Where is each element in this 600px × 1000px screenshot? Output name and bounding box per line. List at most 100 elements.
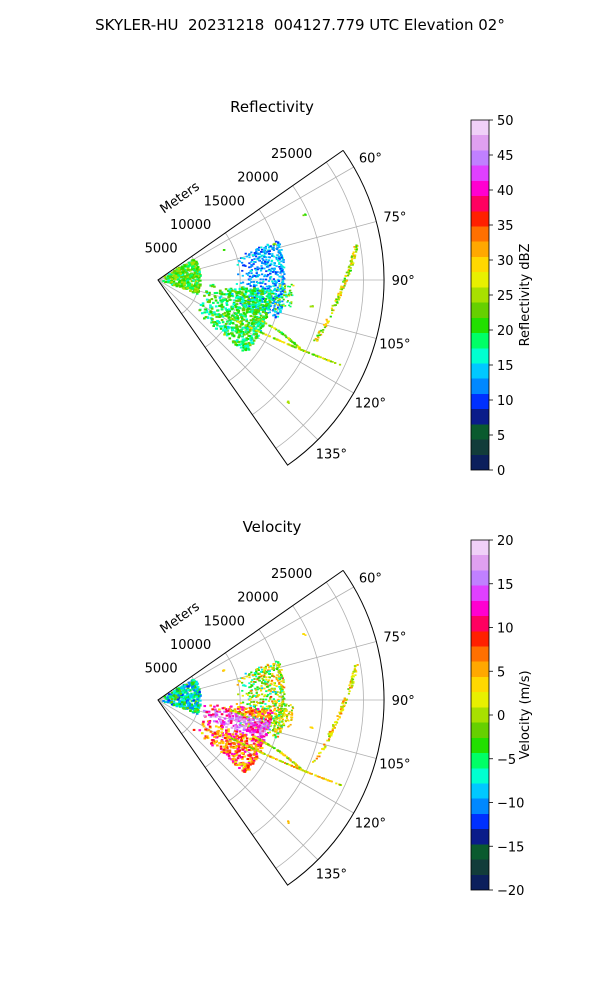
echo-gate <box>185 694 189 697</box>
echo-gate <box>249 723 253 726</box>
echo-gate <box>266 711 270 714</box>
echo-gate <box>282 713 285 715</box>
echo-gate <box>250 722 253 725</box>
echo-gate <box>244 265 247 267</box>
echo-gate <box>190 285 194 288</box>
echo-gate <box>260 261 264 264</box>
echo-gate <box>254 757 257 760</box>
echo-gate <box>308 772 312 775</box>
echo-gate <box>226 749 230 753</box>
echo-gate <box>251 294 254 297</box>
echo-gate <box>283 713 286 715</box>
echo-gate <box>342 286 345 288</box>
echo-gate <box>292 761 296 764</box>
echo-gate <box>255 275 258 277</box>
echo-gate <box>266 732 270 734</box>
echo-gate <box>258 253 262 255</box>
echo-gate <box>336 715 339 717</box>
echo-gate <box>193 271 197 274</box>
echo-gate <box>267 249 270 252</box>
echo-gate <box>258 274 261 276</box>
echo-gate <box>276 288 279 291</box>
echo-gate <box>188 277 192 280</box>
echo-gate <box>245 742 249 745</box>
echo-gate <box>259 698 262 701</box>
echo-gate <box>177 267 181 270</box>
echo-gate <box>352 262 355 265</box>
echo-gate <box>281 688 284 691</box>
echo-gate <box>347 688 350 690</box>
echo-gate <box>287 300 290 302</box>
echo-gate <box>248 326 251 328</box>
echo-gate <box>247 331 250 334</box>
echo-gate <box>210 285 214 288</box>
echo-gate <box>247 274 250 276</box>
echo-gate <box>191 686 194 689</box>
echo-gate <box>255 298 259 302</box>
echo-gate <box>282 691 285 693</box>
echo-gate <box>272 717 275 720</box>
echo-gate <box>262 700 265 703</box>
echo-gate <box>247 348 251 351</box>
echo-gate <box>215 291 219 294</box>
echo-gate <box>281 265 284 268</box>
echo-gate <box>347 272 351 275</box>
echo-gate <box>244 252 247 255</box>
echo-gate <box>177 687 181 690</box>
echo-gate <box>264 715 268 718</box>
echo-gate <box>245 310 249 313</box>
echo-gate <box>271 691 275 693</box>
echo-gate <box>203 737 207 740</box>
echo-gate <box>350 676 353 678</box>
colorbar-tick-label: 5 <box>497 429 505 444</box>
echo-gate <box>231 322 235 325</box>
echo-gate <box>235 728 239 732</box>
echo-gate <box>338 296 341 299</box>
echo-gate <box>245 707 249 710</box>
echo-gate <box>261 316 265 319</box>
echo-gate <box>202 709 206 712</box>
echo-gate <box>187 261 191 264</box>
echo-gate <box>288 711 291 713</box>
echo-gate <box>301 349 304 351</box>
echo-gate <box>241 338 245 341</box>
echo-gate <box>262 722 266 725</box>
echo-gate <box>250 304 254 307</box>
echo-gate <box>281 304 284 307</box>
echo-gate <box>249 744 253 747</box>
echo-gate <box>274 736 277 739</box>
echo-gate <box>319 751 322 754</box>
echo-gate <box>273 675 276 678</box>
echo-gate <box>206 311 209 314</box>
echo-gate <box>236 738 240 741</box>
echo-gate <box>335 782 338 785</box>
echo-gate <box>245 745 249 747</box>
echo-gate <box>324 778 328 781</box>
echo-gate <box>195 712 199 715</box>
echo-gate <box>244 313 247 316</box>
echo-gate <box>330 312 334 314</box>
echo-gate <box>278 730 282 733</box>
echo-gate <box>263 669 266 671</box>
echo-gate <box>264 247 267 250</box>
echo-gate <box>280 676 283 679</box>
echo-gate <box>237 320 240 323</box>
echo-gate <box>351 684 354 687</box>
echo-gate <box>279 290 282 293</box>
echo-gate <box>311 305 314 308</box>
echo-gate <box>254 711 258 714</box>
echo-gate <box>258 267 261 270</box>
echo-gate <box>276 758 279 761</box>
echo-gate <box>254 730 258 733</box>
echo-gate <box>235 745 238 748</box>
echo-gate <box>163 275 167 278</box>
echo-gate <box>273 682 276 684</box>
echo-gate <box>230 737 233 740</box>
echo-gate <box>263 687 266 690</box>
echo-gate <box>179 692 183 695</box>
echo-gate <box>242 344 246 347</box>
echo-gate <box>253 736 256 738</box>
echo-gate <box>242 306 246 309</box>
echo-gate <box>318 755 321 758</box>
echo-gate <box>254 319 258 322</box>
